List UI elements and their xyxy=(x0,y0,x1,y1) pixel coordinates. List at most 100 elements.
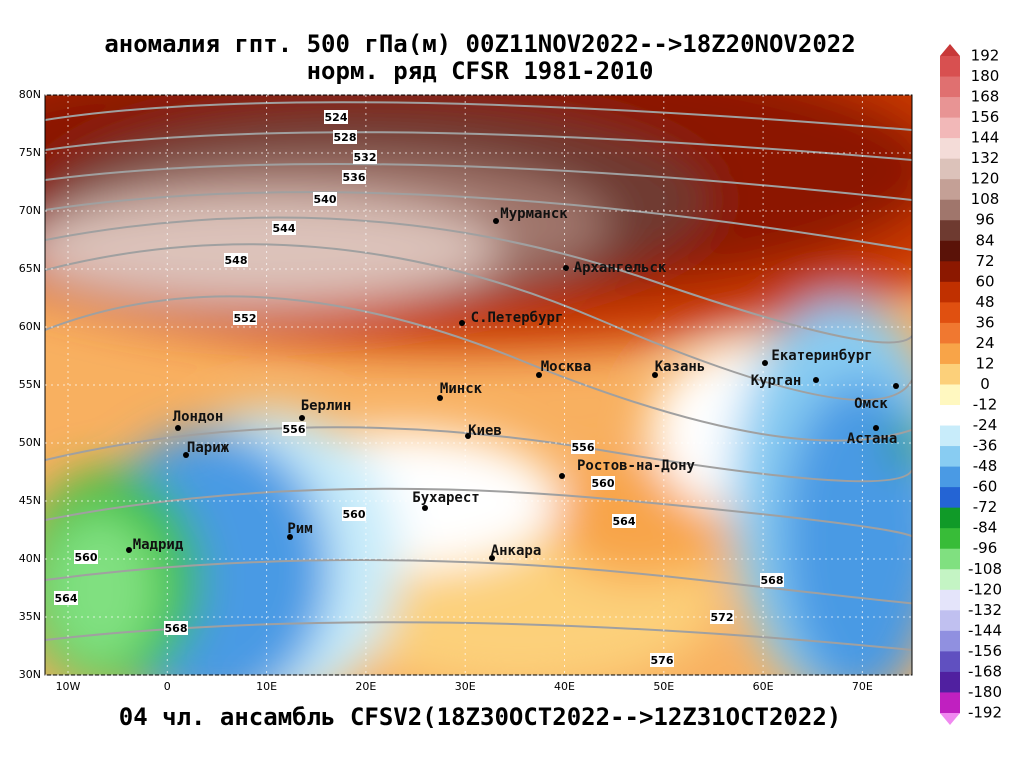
city-label: Екатеринбург xyxy=(771,348,872,364)
colorbar-label: -84 xyxy=(973,519,998,537)
contour-label: 576 xyxy=(651,654,674,667)
contour-label-bg xyxy=(272,221,296,235)
city-label: Москва xyxy=(541,359,592,375)
subtitle: норм. ряд CFSR 1981-2010 xyxy=(307,57,654,85)
lon-label: 0 xyxy=(164,680,171,693)
lon-label: 10W xyxy=(56,680,81,693)
city-dot xyxy=(813,377,819,383)
city-dot xyxy=(536,372,542,378)
city-label: Омск xyxy=(854,396,888,412)
contour-label: 540 xyxy=(314,193,337,206)
contour-label: 568 xyxy=(165,622,188,635)
colorbar-label: 120 xyxy=(971,170,1000,188)
city-dot xyxy=(126,547,132,553)
contour-label-bg xyxy=(224,253,248,267)
colorbar-label: -12 xyxy=(973,396,998,414)
colorbar-label: 96 xyxy=(975,211,994,229)
city-label: С.Петербург xyxy=(471,310,564,326)
title: аномалия гпт. 500 гПа(м) 00Z11NOV2022-->… xyxy=(104,30,855,58)
city-dot xyxy=(762,360,768,366)
contour-label: 572 xyxy=(711,611,734,624)
colorbar-label: -168 xyxy=(968,662,1002,680)
city-label: Бухарест xyxy=(412,490,479,506)
contour-label: 548 xyxy=(225,254,248,267)
colorbar-segment xyxy=(940,405,960,427)
city-label: Мадрид xyxy=(133,537,184,553)
colorbar-label: 36 xyxy=(975,313,994,331)
colorbar-segment xyxy=(940,322,960,344)
contour-label: 560 xyxy=(343,508,366,521)
contour-label-bg xyxy=(342,170,366,184)
colorbar-segment xyxy=(940,56,960,78)
colorbar-label: -108 xyxy=(968,560,1002,578)
colorbar-segment xyxy=(940,138,960,160)
contour-label: 556 xyxy=(283,423,306,436)
contour-label: 564 xyxy=(55,592,78,605)
colorbar-label: -24 xyxy=(973,416,998,434)
lat-label: 50N xyxy=(19,436,41,449)
colorbar-segment xyxy=(940,569,960,591)
colorbar-label: 60 xyxy=(975,272,994,290)
colorbar-segment xyxy=(940,199,960,221)
city-label: Архангельск xyxy=(574,260,667,276)
colorbar-segment xyxy=(940,651,960,673)
colorbar-segment xyxy=(940,692,960,714)
colorbar-segment xyxy=(940,384,960,406)
contour-label: 568 xyxy=(761,574,784,587)
colorbar-label: 168 xyxy=(971,88,1000,106)
contour-label: 556 xyxy=(572,441,595,454)
colorbar-label: -144 xyxy=(968,621,1002,639)
colorbar-segment xyxy=(940,240,960,262)
city-dot xyxy=(873,425,879,431)
colorbar-label: -192 xyxy=(968,703,1002,721)
city-dot xyxy=(287,534,293,540)
city-dot xyxy=(175,425,181,431)
lon-label: 60E xyxy=(753,680,774,693)
contour-label-bg xyxy=(74,550,98,564)
colorbar-segment xyxy=(940,630,960,652)
contour-label: 524 xyxy=(325,111,348,124)
city-dot xyxy=(299,415,305,421)
city-label: Минск xyxy=(440,381,483,397)
city-dot xyxy=(893,383,899,389)
colorbar-segment xyxy=(940,117,960,139)
colorbar-label: -36 xyxy=(973,437,998,455)
colorbar-triangle xyxy=(940,712,960,725)
city-label: Париж xyxy=(187,440,230,456)
colorbar-label: 24 xyxy=(975,334,994,352)
colorbar-label: 108 xyxy=(971,190,1000,208)
colorbar-segment xyxy=(940,302,960,324)
lon-label: 30E xyxy=(455,680,476,693)
city-label: Ростов-на-Дону xyxy=(577,458,696,474)
colorbar-segment xyxy=(940,548,960,570)
contour-label-bg xyxy=(612,514,636,528)
city-dot xyxy=(183,452,189,458)
colorbar-segment xyxy=(940,179,960,201)
city-label: Курган xyxy=(751,373,802,389)
colorbar-segment xyxy=(940,528,960,550)
contour-label-bg xyxy=(650,653,674,667)
lat-label: 40N xyxy=(19,552,41,565)
city-label: Лондон xyxy=(173,409,224,425)
city-label: Анкара xyxy=(491,543,542,559)
colorbar-label: 72 xyxy=(975,252,994,270)
contour-label-bg xyxy=(313,192,337,206)
contour-label-bg xyxy=(54,591,78,605)
contour-label-bg xyxy=(233,311,257,325)
contours xyxy=(45,101,912,651)
city-label: Казань xyxy=(655,359,706,375)
colorbar-label: 180 xyxy=(971,67,1000,85)
colorbar-segment xyxy=(940,610,960,632)
city-dot xyxy=(465,433,471,439)
colorbar-label: 192 xyxy=(971,47,1000,65)
lat-label: 60N xyxy=(19,320,41,333)
contour-label: 536 xyxy=(343,171,366,184)
colorbar-label: 0 xyxy=(980,375,990,393)
contour-label-bg xyxy=(333,130,357,144)
lon-label: 10E xyxy=(256,680,277,693)
lon-label: 20E xyxy=(355,680,376,693)
lat-label: 70N xyxy=(19,204,41,217)
colorbar-segment xyxy=(940,343,960,365)
city-label: Киев xyxy=(468,423,502,439)
